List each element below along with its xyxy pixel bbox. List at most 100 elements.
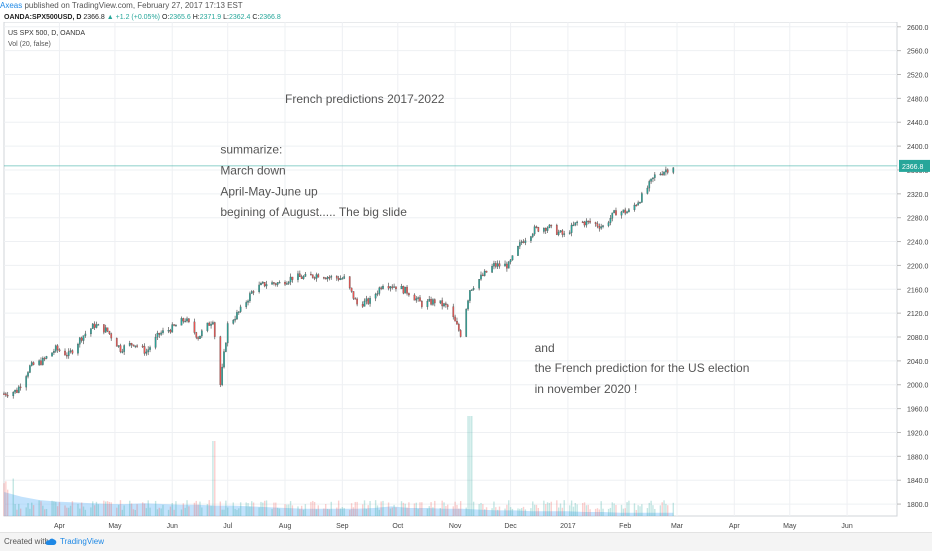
volume-bar: [352, 507, 355, 516]
publisher-name[interactable]: Axeas: [0, 1, 23, 10]
candle-body: [581, 221, 584, 224]
candle-body: [175, 325, 177, 327]
volume-bar: [103, 500, 105, 516]
tradingview-link[interactable]: TradingView: [60, 537, 105, 546]
candle-body: [3, 393, 5, 395]
volume-bar: [413, 503, 416, 516]
volume-bar: [92, 501, 94, 516]
candle-body: [482, 274, 484, 277]
volume-bar: [136, 504, 138, 516]
volume-bar: [626, 502, 628, 516]
candle-body: [641, 193, 643, 203]
candle-body: [195, 332, 198, 338]
volume-bar: [548, 502, 551, 516]
volume-bar: [251, 501, 253, 516]
volume-bar: [376, 505, 379, 516]
volume-bar: [369, 501, 371, 516]
volume-bar: [445, 505, 447, 516]
candle-body: [258, 284, 260, 293]
candle-body: [402, 286, 405, 294]
chart-title: US SPX 500, D, OANDA: [8, 30, 85, 37]
volume-bar: [556, 500, 558, 516]
volume-bar: [635, 509, 638, 516]
volume-bar: [545, 504, 547, 516]
candle-body: [261, 282, 264, 284]
volume-bar: [609, 507, 612, 516]
volume-bar: [535, 504, 538, 516]
x-tick-label: Dec: [504, 523, 517, 530]
volume-bar: [167, 509, 170, 516]
candle-body: [546, 227, 549, 231]
candle-body: [104, 327, 107, 333]
volume-bar: [607, 508, 610, 516]
volume-bar: [472, 501, 475, 516]
volume-bar: [5, 481, 7, 516]
candle-body: [273, 282, 275, 284]
volume-bar: [300, 505, 303, 516]
y-tick-label: 2600.0: [907, 25, 929, 32]
volume-bar: [465, 507, 467, 516]
candle-body: [535, 226, 538, 228]
volume-bar: [330, 501, 332, 516]
annotation-text: the French prediction for the US electio…: [535, 361, 750, 375]
candle-body: [17, 386, 20, 393]
candle-body: [661, 173, 664, 176]
candle-body: [132, 344, 135, 347]
y-tick-label: 2560.0: [907, 49, 929, 56]
candle-body: [543, 228, 545, 232]
candle-body: [517, 246, 519, 256]
candle-body: [145, 351, 148, 354]
volume-bar: [147, 500, 149, 516]
candle-body: [252, 291, 255, 293]
x-tick-label: Apr: [729, 523, 741, 530]
candle-body: [226, 323, 229, 344]
candle-body: [420, 301, 423, 307]
candle-body: [199, 335, 201, 339]
volume-bar: [341, 507, 344, 516]
volume-bar: [337, 500, 340, 516]
y-tick-label: 2200.0: [907, 263, 929, 270]
plot-area: [3, 22, 898, 517]
volume-bar: [130, 503, 133, 516]
volume-bar: [227, 507, 229, 516]
candle-body: [173, 324, 175, 326]
volume-bar: [68, 507, 70, 516]
tradingview-cloud-icon: [45, 538, 57, 545]
candle-body: [613, 210, 615, 214]
candle-body: [568, 232, 571, 234]
volume-bar: [299, 509, 301, 516]
price-chart[interactable]: 1800.0 1840.0 1880.0 1920.0 1960.0 2000.0 2040…: [0, 22, 932, 532]
candle-body: [520, 241, 523, 243]
candle-body: [90, 328, 92, 335]
candle-body: [237, 311, 240, 313]
candle-body: [389, 286, 392, 289]
volume-bar: [262, 502, 264, 516]
candle-body: [156, 332, 159, 338]
volume-bar: [406, 507, 408, 516]
candle-body: [158, 332, 161, 335]
candle-body: [56, 345, 59, 350]
candle-body: [77, 344, 79, 354]
volume-bar: [315, 509, 318, 516]
change-value: +1.2 (+0.05%): [115, 14, 161, 21]
candle-body: [45, 356, 48, 359]
volume-bar: [171, 503, 173, 516]
candle-body: [184, 320, 187, 323]
candle-body: [250, 291, 253, 294]
volume-bar: [391, 507, 393, 516]
volume-bar: [16, 509, 18, 516]
y-tick-label: 2520.0: [907, 73, 929, 80]
volume-bar: [402, 502, 405, 516]
annotation-text: summarize:: [220, 142, 282, 156]
candle-body: [557, 231, 560, 235]
volume-bar: [382, 500, 384, 516]
volume-bar: [652, 505, 654, 516]
candle-body: [232, 320, 235, 324]
x-tick-label: Nov: [449, 523, 462, 530]
candle-body: [343, 276, 346, 279]
volume-bar: [665, 503, 667, 516]
candle-body: [108, 330, 111, 334]
candle-body: [182, 318, 185, 322]
candle-body: [518, 242, 521, 247]
volume-bar: [232, 502, 234, 516]
